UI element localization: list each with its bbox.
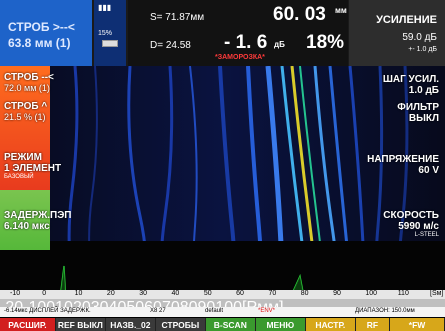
ruler-s: -10 0 10 20 30 40 50 60 70 80 90 100 110 [Sм] — [0, 290, 445, 299]
delay-label: ЗАДЕРЖ.ПЭП — [4, 210, 72, 221]
status-x: X8 27 — [150, 308, 166, 314]
softkey-5[interactable]: B-SCAN — [205, 318, 256, 331]
amp-readout: 60. 03 — [273, 4, 326, 25]
ruler-tick: 70 — [268, 290, 277, 297]
mode-label: РЕЖИМ — [4, 152, 42, 163]
softkey-4[interactable]: СТРОБЫ — [155, 318, 206, 331]
battery-icon — [102, 40, 118, 47]
s-distance: S= 71.87мм — [150, 12, 205, 23]
speed-label: СКОРОСТЬ — [383, 210, 439, 221]
signal-icon: ▮▮▮ — [98, 3, 112, 12]
bscan-area[interactable] — [0, 65, 445, 311]
gate-readout-label: СТРОБ >--< — [8, 20, 75, 34]
ruler-tick: 20 — [106, 290, 115, 297]
gain-step-value: 1.0 дБ — [408, 85, 439, 96]
voltage-value: 60 V — [418, 165, 439, 176]
percent-readout: 18% — [306, 32, 345, 53]
softkey-7[interactable]: НАСТР. — [305, 318, 356, 331]
status-strip: -6.14мкс ДИСПЛЕЙ ЗАДЕРЖК. X8 27 default … — [0, 307, 445, 317]
softkey-3[interactable]: НАЗВ._02 — [105, 318, 156, 331]
bscan-image — [0, 65, 445, 311]
db-readout: - 1. 6 — [224, 32, 268, 53]
ruler-tick: 80 — [300, 290, 309, 297]
status-range: ДИАПАЗОН: 150.0мм — [355, 308, 415, 314]
freeze-indicator: *ЗАМОРОЗКА* — [215, 54, 265, 61]
gain-title: УСИЛЕНИЕ — [376, 14, 437, 26]
ruler-tick: 110 — [397, 290, 409, 297]
gate-readout-box[interactable]: СТРОБ >--< 63.8 мм (1) — [0, 0, 92, 66]
ruler-tick: 40 — [171, 290, 180, 297]
gate-start-value: 72.0 мм (1) — [4, 83, 50, 93]
gate-start-label: СТРОБ --< — [4, 72, 54, 83]
softkey-1[interactable]: РАСШИР. — [0, 318, 56, 331]
ruler-tick: 0 — [42, 290, 47, 297]
softkey-bar: РАСШИР. REF ВЫКЛ НАЗВ._02 СТРОБЫ B-SCAN МЕНЮ Н… — [0, 318, 445, 331]
speed-value: 5990 м/с — [398, 221, 439, 232]
gate-level-label: СТРОБ ^ — [4, 101, 48, 112]
measurement-panel: S= 71.87мм D= 24.58 60. 03 мм - 1. 6 дБ … — [128, 0, 348, 66]
gain-step-control[interactable]: ШАГ УСИЛ. 1.0 дБ — [383, 74, 439, 96]
filter-label: ФИЛЬТР — [397, 102, 439, 113]
d-depth: D= 24.58 — [150, 40, 191, 51]
left-orange-strip — [0, 66, 50, 190]
battery-percent: 15% — [98, 30, 113, 37]
gate-start-control[interactable]: СТРОБ --< 72.0 мм (1) — [4, 72, 54, 93]
mode-control[interactable]: РЕЖИМ 1 ЭЛЕМЕНТ БАЗОВЫЙ — [4, 152, 61, 180]
amp-unit: мм — [335, 6, 347, 15]
gate-level-control[interactable]: СТРОБ ^ 21.5 % (1) — [4, 101, 47, 122]
ruler-tick: 100 — [365, 290, 378, 297]
ruler-tick: -10 — [10, 290, 21, 297]
voltage-control[interactable]: НАПРЯЖЕНИЕ 60 V — [367, 154, 439, 176]
softkey-8[interactable]: RF — [355, 318, 391, 331]
softkey-6[interactable]: МЕНЮ — [255, 318, 306, 331]
softkey-2[interactable]: REF ВЫКЛ — [55, 318, 106, 331]
softkey-9[interactable]: *FW — [390, 318, 445, 331]
battery-panel: ▮▮▮ 15% — [94, 0, 126, 66]
speed-sub: L-STEEL — [414, 232, 439, 238]
mode-value: 1 ЭЛЕМЕНТ — [4, 163, 62, 174]
gain-step: +- 1.0 дБ — [408, 46, 437, 53]
db-unit: дБ — [274, 40, 285, 49]
delay-control[interactable]: ЗАДЕРЖ.ПЭП 6.140 мкс — [4, 210, 72, 232]
gain-value: 59.0 дБ — [402, 32, 437, 43]
ruler-tick: 30 — [139, 290, 148, 297]
voltage-label: НАПРЯЖЕНИЕ — [367, 154, 439, 165]
ruler-tick: 90 — [333, 290, 341, 297]
speed-control[interactable]: СКОРОСТЬ 5990 м/с L-STEEL — [383, 210, 439, 238]
gain-panel[interactable]: УСИЛЕНИЕ 59.0 дБ +- 1.0 дБ — [349, 0, 445, 66]
left-green-strip — [0, 190, 50, 250]
gate-readout-value: 63.8 мм (1) — [8, 36, 71, 50]
mode-sub: БАЗОВЫЙ — [4, 174, 34, 180]
status-delay: -6.14мкс ДИСПЛЕЙ ЗАДЕРЖК. — [4, 308, 91, 314]
ruler-tick: 10 — [74, 290, 83, 297]
gain-step-label: ШАГ УСИЛ. — [382, 74, 439, 85]
ruler-tick: 50 — [203, 290, 212, 297]
status-env: *ENV* — [258, 308, 276, 314]
gate-level-value: 21.5 % (1) — [4, 112, 46, 122]
delay-value: 6.140 мкс — [4, 221, 50, 232]
ruler-tick: [Sм] — [430, 290, 444, 297]
ruler-tick: 60 — [236, 290, 244, 297]
status-preset: default — [205, 308, 224, 314]
filter-value: ВЫКЛ — [408, 113, 439, 124]
filter-control[interactable]: ФИЛЬТР ВЫКЛ — [397, 102, 439, 124]
